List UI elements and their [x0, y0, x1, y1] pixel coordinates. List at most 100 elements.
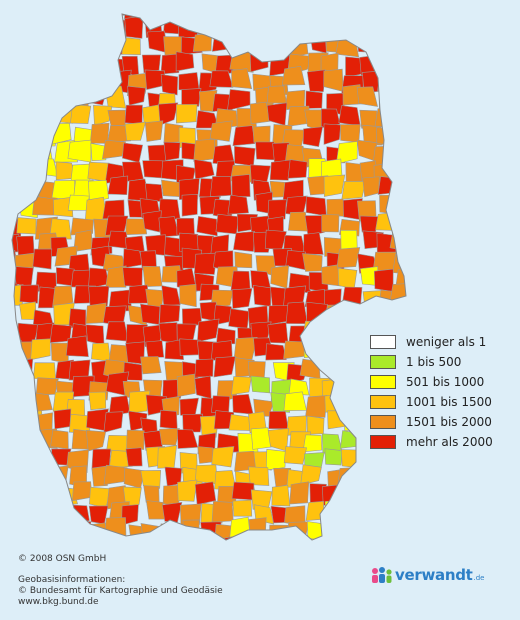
district-region	[36, 14, 57, 35]
district-region	[127, 85, 146, 106]
district-region	[338, 487, 358, 508]
district-region	[178, 72, 200, 92]
district-region	[53, 505, 77, 527]
district-region	[193, 138, 217, 162]
district-region	[335, 35, 360, 58]
district-region	[271, 484, 291, 507]
district-region	[321, 214, 340, 233]
district-region	[193, 252, 218, 275]
district-region	[12, 362, 18, 384]
district-region	[339, 18, 361, 37]
district-region	[378, 88, 397, 109]
district-region	[372, 145, 397, 168]
district-region	[391, 71, 406, 93]
district-region	[88, 505, 109, 525]
district-region	[91, 342, 111, 362]
district-region	[359, 14, 381, 17]
district-region	[281, 65, 306, 86]
district-region	[196, 318, 220, 343]
district-region	[302, 253, 323, 272]
district-region	[356, 86, 378, 107]
district-region	[36, 75, 60, 95]
district-region	[145, 234, 166, 256]
district-region	[269, 159, 293, 181]
district-region	[233, 336, 258, 360]
district-region	[12, 143, 19, 161]
district-region	[33, 518, 56, 540]
district-region	[157, 14, 176, 19]
district-region	[299, 358, 321, 380]
district-region	[287, 211, 309, 232]
district-region	[88, 391, 107, 411]
district-region	[12, 324, 20, 347]
district-region	[140, 470, 162, 489]
district-region	[53, 196, 74, 218]
district-region	[182, 413, 204, 433]
district-region	[90, 142, 107, 162]
district-region	[343, 523, 365, 540]
district-region	[340, 343, 363, 363]
district-region	[389, 176, 406, 198]
district-region	[211, 30, 235, 52]
district-region	[90, 37, 111, 59]
district-region	[195, 464, 218, 485]
legend-swatch	[370, 355, 396, 369]
district-region	[417, 159, 434, 179]
copyright-text: © 2008 OSN GmbH	[18, 554, 107, 564]
district-region	[92, 14, 111, 20]
district-region	[231, 174, 251, 197]
verwandt-logo[interactable]: verwandt .de	[370, 566, 485, 584]
district-region	[12, 430, 21, 453]
district-region	[373, 268, 394, 292]
district-region	[285, 301, 308, 325]
district-region	[304, 541, 327, 551]
district-region	[124, 15, 144, 39]
district-region	[30, 338, 51, 361]
district-region	[12, 14, 24, 35]
district-region	[414, 282, 438, 302]
district-region	[125, 447, 143, 467]
district-region	[56, 33, 74, 55]
district-region	[16, 217, 37, 235]
legend-swatch	[370, 415, 396, 429]
district-region	[47, 465, 69, 489]
district-region	[231, 288, 253, 309]
district-region	[397, 47, 406, 68]
legend-label: 1501 bis 2000	[406, 415, 492, 429]
district-region	[13, 138, 35, 164]
district-region	[33, 14, 58, 22]
district-region	[161, 285, 181, 306]
district-region	[36, 482, 56, 503]
district-region	[51, 14, 71, 18]
district-region	[73, 543, 95, 550]
district-region	[305, 395, 328, 418]
district-region	[286, 14, 307, 22]
district-region	[214, 14, 235, 19]
district-region	[175, 51, 195, 72]
district-region	[12, 445, 25, 468]
district-region	[411, 484, 429, 504]
district-region	[159, 304, 181, 324]
district-region	[15, 15, 35, 36]
district-region	[160, 523, 183, 540]
legend-swatch	[370, 395, 396, 409]
district-region	[179, 283, 197, 308]
district-region	[17, 428, 40, 451]
district-region	[128, 390, 151, 414]
district-region	[302, 126, 324, 148]
district-region	[122, 142, 144, 163]
map-credits: © 2008 OSN GmbH Geobasisinformationen: ©…	[18, 554, 223, 608]
district-region	[71, 481, 93, 502]
district-region	[393, 518, 406, 539]
district-region	[175, 104, 198, 124]
district-region	[66, 504, 90, 526]
district-region	[85, 429, 107, 452]
district-region	[337, 360, 361, 383]
district-region	[414, 216, 431, 233]
district-region	[158, 198, 181, 220]
district-region	[288, 378, 310, 396]
district-region	[266, 14, 287, 18]
geo-info-url: www.bkg.bund.de	[18, 597, 99, 607]
district-region	[209, 176, 232, 197]
geo-info-title: Geobasisinformationen:	[18, 575, 126, 585]
